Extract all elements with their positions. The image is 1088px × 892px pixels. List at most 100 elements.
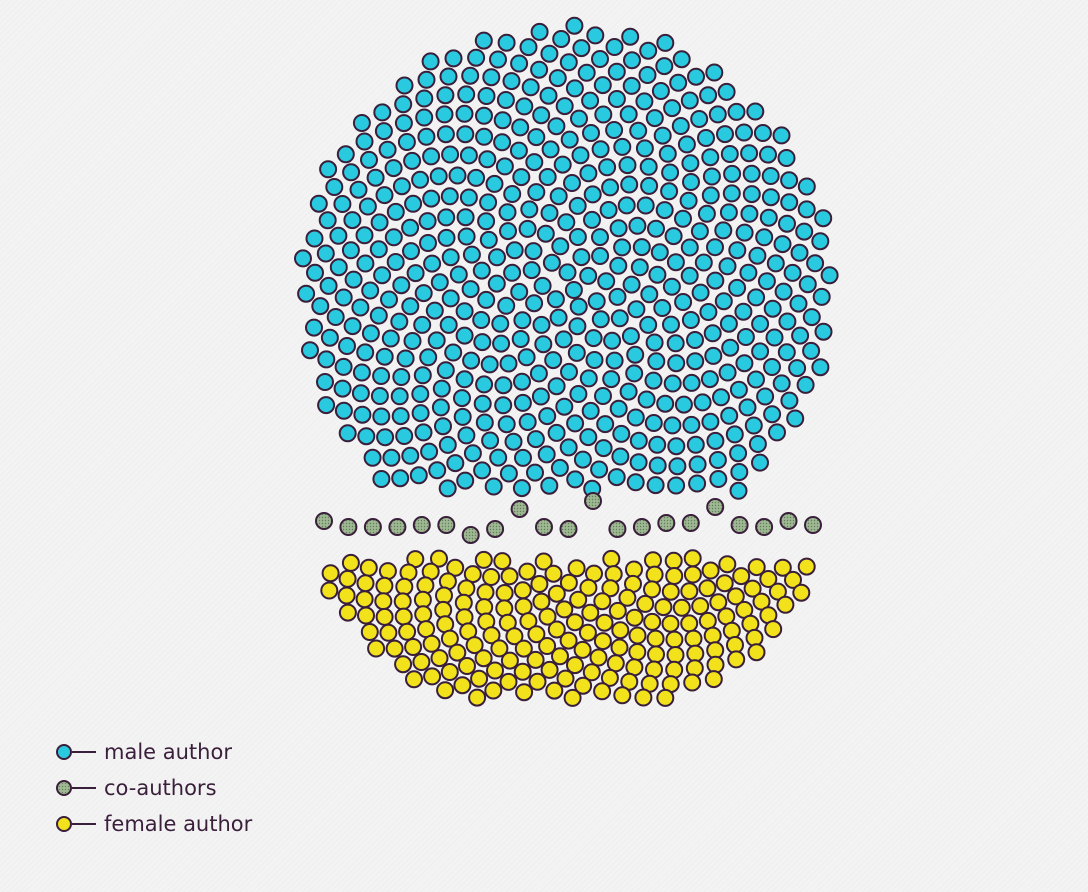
male-author-dot [319, 276, 338, 295]
male-author-dot [461, 280, 480, 299]
male-author-dot [708, 105, 727, 124]
male-author-dot [509, 141, 528, 160]
male-author-dot [601, 178, 620, 197]
male-author-dot [563, 174, 581, 192]
female-author-dot [436, 681, 455, 700]
male-author-dot [538, 168, 557, 186]
male-author-dot [527, 128, 546, 147]
female-author-dot [672, 598, 691, 617]
male-author-dot [693, 393, 712, 412]
male-author-dot [702, 167, 721, 186]
male-author-dot [755, 228, 774, 247]
co-author-dot [559, 520, 578, 538]
female-author-dot [514, 639, 533, 658]
male-author-dot [622, 275, 641, 294]
male-author-dot [484, 477, 503, 496]
female-author-dot [647, 645, 665, 664]
male-author-dot [797, 177, 816, 196]
male-author-dot [566, 414, 585, 433]
male-author-dot [635, 139, 654, 158]
male-author-dot [729, 481, 748, 500]
male-author-dot [549, 187, 568, 206]
male-author-dot [572, 39, 591, 58]
female-author-dot [505, 627, 524, 646]
male-author-dot [311, 297, 330, 316]
male-author-dot [457, 227, 476, 246]
male-author-dot [609, 219, 628, 238]
male-author-dot [591, 50, 609, 68]
male-author-dot [704, 346, 723, 365]
female-author-dots [320, 549, 816, 707]
female-author-dot [563, 688, 582, 707]
male-author-dot [579, 369, 598, 388]
male-author-dot [375, 186, 394, 205]
male-author-dot [456, 125, 475, 144]
legend-label-male: male author [104, 740, 232, 764]
male-author-dot [686, 331, 704, 349]
male-author-dot [551, 237, 570, 256]
male-author-dot [814, 209, 833, 228]
female-author-dot [606, 654, 625, 673]
male-author-dot [607, 90, 626, 108]
male-author-dot [569, 385, 588, 403]
female-author-dot [475, 598, 494, 617]
male-author-dot [441, 248, 460, 267]
male-author-dot [700, 370, 719, 389]
male-author-dot [644, 414, 663, 432]
female-author-dot [482, 626, 501, 645]
male-author-dot [647, 352, 666, 371]
male-author-dot [772, 374, 791, 393]
male-author-dot [666, 334, 685, 353]
female-author-dot [458, 657, 476, 675]
male-author-dot [336, 145, 355, 164]
male-author-dot [518, 413, 537, 431]
female-author-dot [395, 577, 414, 596]
male-author-dot [547, 423, 566, 442]
male-author-dot [534, 335, 553, 354]
male-author-dot [798, 275, 817, 294]
female-author-dot [701, 561, 720, 580]
female-author-dot [686, 644, 705, 663]
female-author-dot [474, 649, 493, 668]
male-author-dot [814, 322, 833, 341]
male-author-dot [820, 266, 839, 285]
male-author-dot [603, 331, 622, 350]
male-author-dot [708, 451, 727, 469]
male-author-dot [658, 144, 677, 163]
male-author-dot [628, 216, 647, 235]
female-author-dot [764, 620, 783, 639]
male-author-dot [554, 330, 573, 349]
male-author-dot [342, 163, 361, 182]
male-author-dot [746, 102, 765, 121]
female-author-dot [600, 668, 619, 687]
co-author-dot [535, 518, 553, 536]
male-author-dot [579, 428, 598, 447]
female-author-dot [518, 562, 537, 581]
male-author-dot [729, 444, 748, 463]
female-author-dot [526, 650, 545, 669]
female-author-dot [551, 647, 569, 666]
male-author-dot [475, 413, 494, 432]
female-author-dot [500, 651, 519, 670]
male-author-dot [502, 72, 521, 91]
female-author-dot [683, 673, 702, 692]
male-author-dot [653, 126, 672, 145]
male-author-dot [626, 473, 645, 492]
male-author-dot [608, 287, 627, 306]
male-author-dot [473, 333, 492, 352]
male-author-dot [497, 296, 516, 315]
male-author-dot [481, 431, 500, 450]
female-author-dot [618, 588, 637, 607]
male-author-dot [687, 67, 705, 86]
male-author-dot [796, 375, 815, 394]
female-author-dot [709, 593, 728, 612]
female-author-dot [393, 592, 412, 611]
male-author-dot [384, 228, 403, 247]
male-author-dot [697, 204, 716, 223]
female-author-dot [601, 579, 620, 598]
male-author-dot [610, 309, 629, 328]
male-author-dot [497, 33, 516, 52]
male-author-dot [688, 474, 707, 493]
male-author-dot [756, 387, 775, 406]
male-author-dot [441, 145, 460, 164]
